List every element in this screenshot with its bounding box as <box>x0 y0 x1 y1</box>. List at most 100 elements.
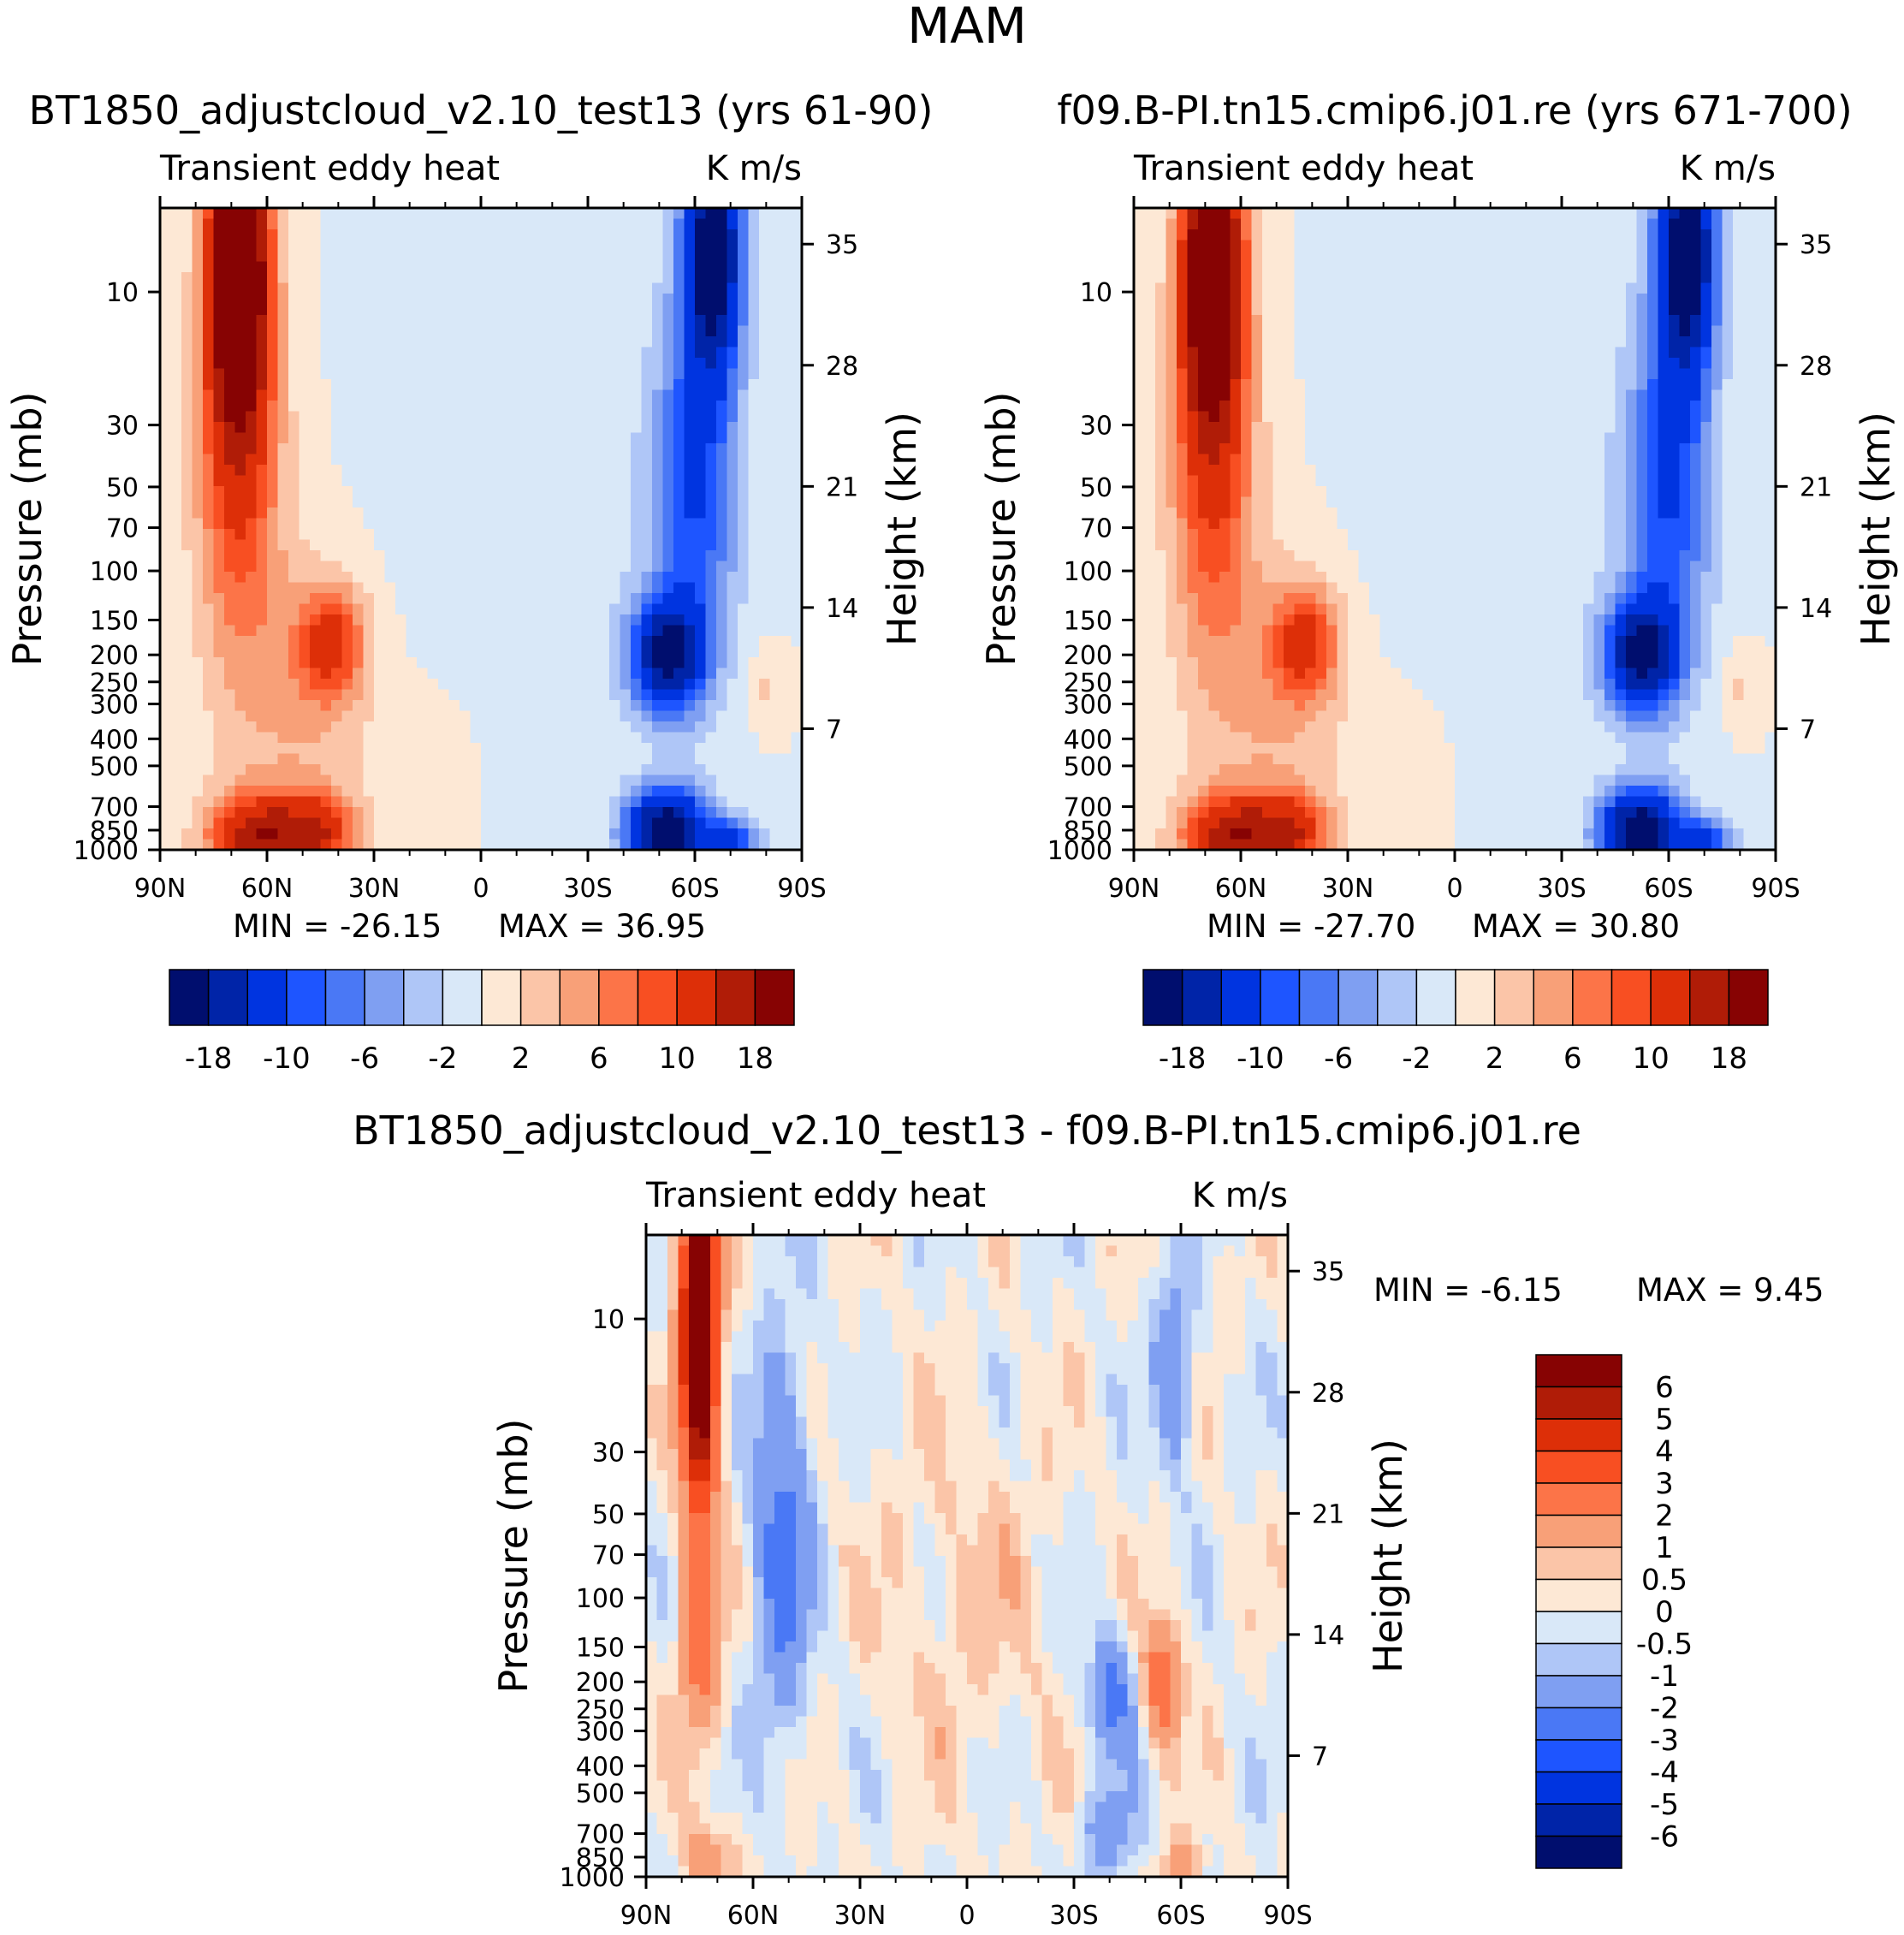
contour-cell <box>170 432 182 444</box>
contour-cell <box>256 518 268 530</box>
contour-cell <box>545 646 557 658</box>
contour-cell <box>1208 304 1220 316</box>
contour-cell <box>748 208 760 220</box>
contour-cell <box>1348 272 1360 284</box>
contour-cell <box>299 465 311 477</box>
contour-cell <box>1315 368 1327 380</box>
contour-cell <box>631 389 643 401</box>
contour-cell <box>1219 625 1231 637</box>
contour-cell <box>738 828 750 840</box>
contour-cell <box>1348 218 1360 230</box>
contour-cell <box>609 389 621 401</box>
contour-cell <box>791 786 802 798</box>
contour-cell <box>224 315 236 327</box>
contour-cell <box>652 208 664 220</box>
contour-cell <box>641 561 653 573</box>
contour-cell <box>609 753 621 765</box>
contour-cell <box>256 496 268 508</box>
contour-cell <box>748 764 760 776</box>
contour-cell <box>246 550 258 562</box>
contour-cell <box>1305 454 1317 466</box>
contour-cell <box>224 518 236 530</box>
contour-cell <box>780 679 792 691</box>
contour-cell <box>1251 304 1263 316</box>
contour-cell <box>1294 261 1306 273</box>
contour-cell <box>748 368 760 380</box>
contour-cell <box>374 347 386 359</box>
contour-cell <box>780 593 792 605</box>
contour-cell <box>1198 240 1210 252</box>
contour-cell <box>513 368 525 380</box>
contour-cell <box>1294 710 1306 722</box>
contour-cell <box>524 828 536 840</box>
contour-cell <box>1134 646 1146 658</box>
contour-cell <box>299 368 311 380</box>
contour-cell <box>384 796 396 808</box>
contour-cell <box>1219 710 1231 722</box>
contour-cell <box>598 721 610 733</box>
contour-cell <box>502 614 514 626</box>
contour-cell <box>491 679 503 691</box>
contour-cell <box>288 603 300 615</box>
contour-cell <box>545 689 557 701</box>
contour-cell <box>662 679 674 691</box>
contour-cell <box>1326 817 1338 829</box>
contour-cell <box>288 368 300 380</box>
contour-cell <box>566 646 578 658</box>
contour-cell <box>246 347 258 359</box>
contour-cell <box>160 496 172 508</box>
contour-cell <box>780 561 792 573</box>
contour-cell <box>588 358 600 370</box>
contour-cell <box>513 358 525 370</box>
contour-cell <box>181 347 193 359</box>
contour-cell <box>213 582 225 594</box>
contour-cell <box>213 657 225 669</box>
contour-cell <box>1305 603 1317 615</box>
contour-cell <box>427 443 439 455</box>
contour-cell <box>598 336 610 348</box>
contour-cell <box>384 218 396 230</box>
contour-cell <box>267 689 279 701</box>
contour-cell <box>748 251 760 263</box>
contour-cell <box>716 272 728 284</box>
contour-cell <box>641 389 653 401</box>
contour-cell <box>417 465 429 477</box>
contour-cell <box>256 229 268 241</box>
contour-cell <box>470 454 482 466</box>
contour-cell <box>438 282 450 294</box>
contour-cell <box>331 486 343 498</box>
contour-cell <box>460 561 472 573</box>
contour-cell <box>481 572 493 584</box>
contour-cell <box>577 668 589 680</box>
contour-cell <box>727 753 738 765</box>
y-right-tick-label: 14 <box>826 594 858 624</box>
contour-cell <box>1198 764 1210 776</box>
contour-cell <box>406 261 418 273</box>
contour-cell <box>673 582 685 594</box>
contour-cell <box>470 603 482 615</box>
contour-cell <box>1348 817 1360 829</box>
contour-cell <box>566 529 578 541</box>
contour-cell <box>331 636 343 648</box>
contour-cell <box>1144 401 1156 413</box>
contour-cell <box>534 496 546 508</box>
contour-cell <box>203 443 215 455</box>
contour-cell <box>598 251 610 263</box>
contour-cell <box>417 389 429 401</box>
contour-cell <box>727 764 738 776</box>
contour-cell <box>1198 689 1210 701</box>
contour-cell <box>310 358 322 370</box>
contour-cell <box>566 550 578 562</box>
contour-cell <box>353 304 365 316</box>
contour-cell <box>213 389 225 401</box>
contour-cell <box>1230 507 1242 519</box>
contour-cell <box>791 743 802 755</box>
contour-cell <box>384 625 396 637</box>
contour-cell <box>234 432 246 444</box>
contour-cell <box>780 700 792 712</box>
contour-cell <box>662 668 674 680</box>
contour-cell <box>1294 358 1306 370</box>
contour-cell <box>662 518 674 530</box>
contour-cell <box>502 710 514 722</box>
contour-cell <box>738 721 750 733</box>
